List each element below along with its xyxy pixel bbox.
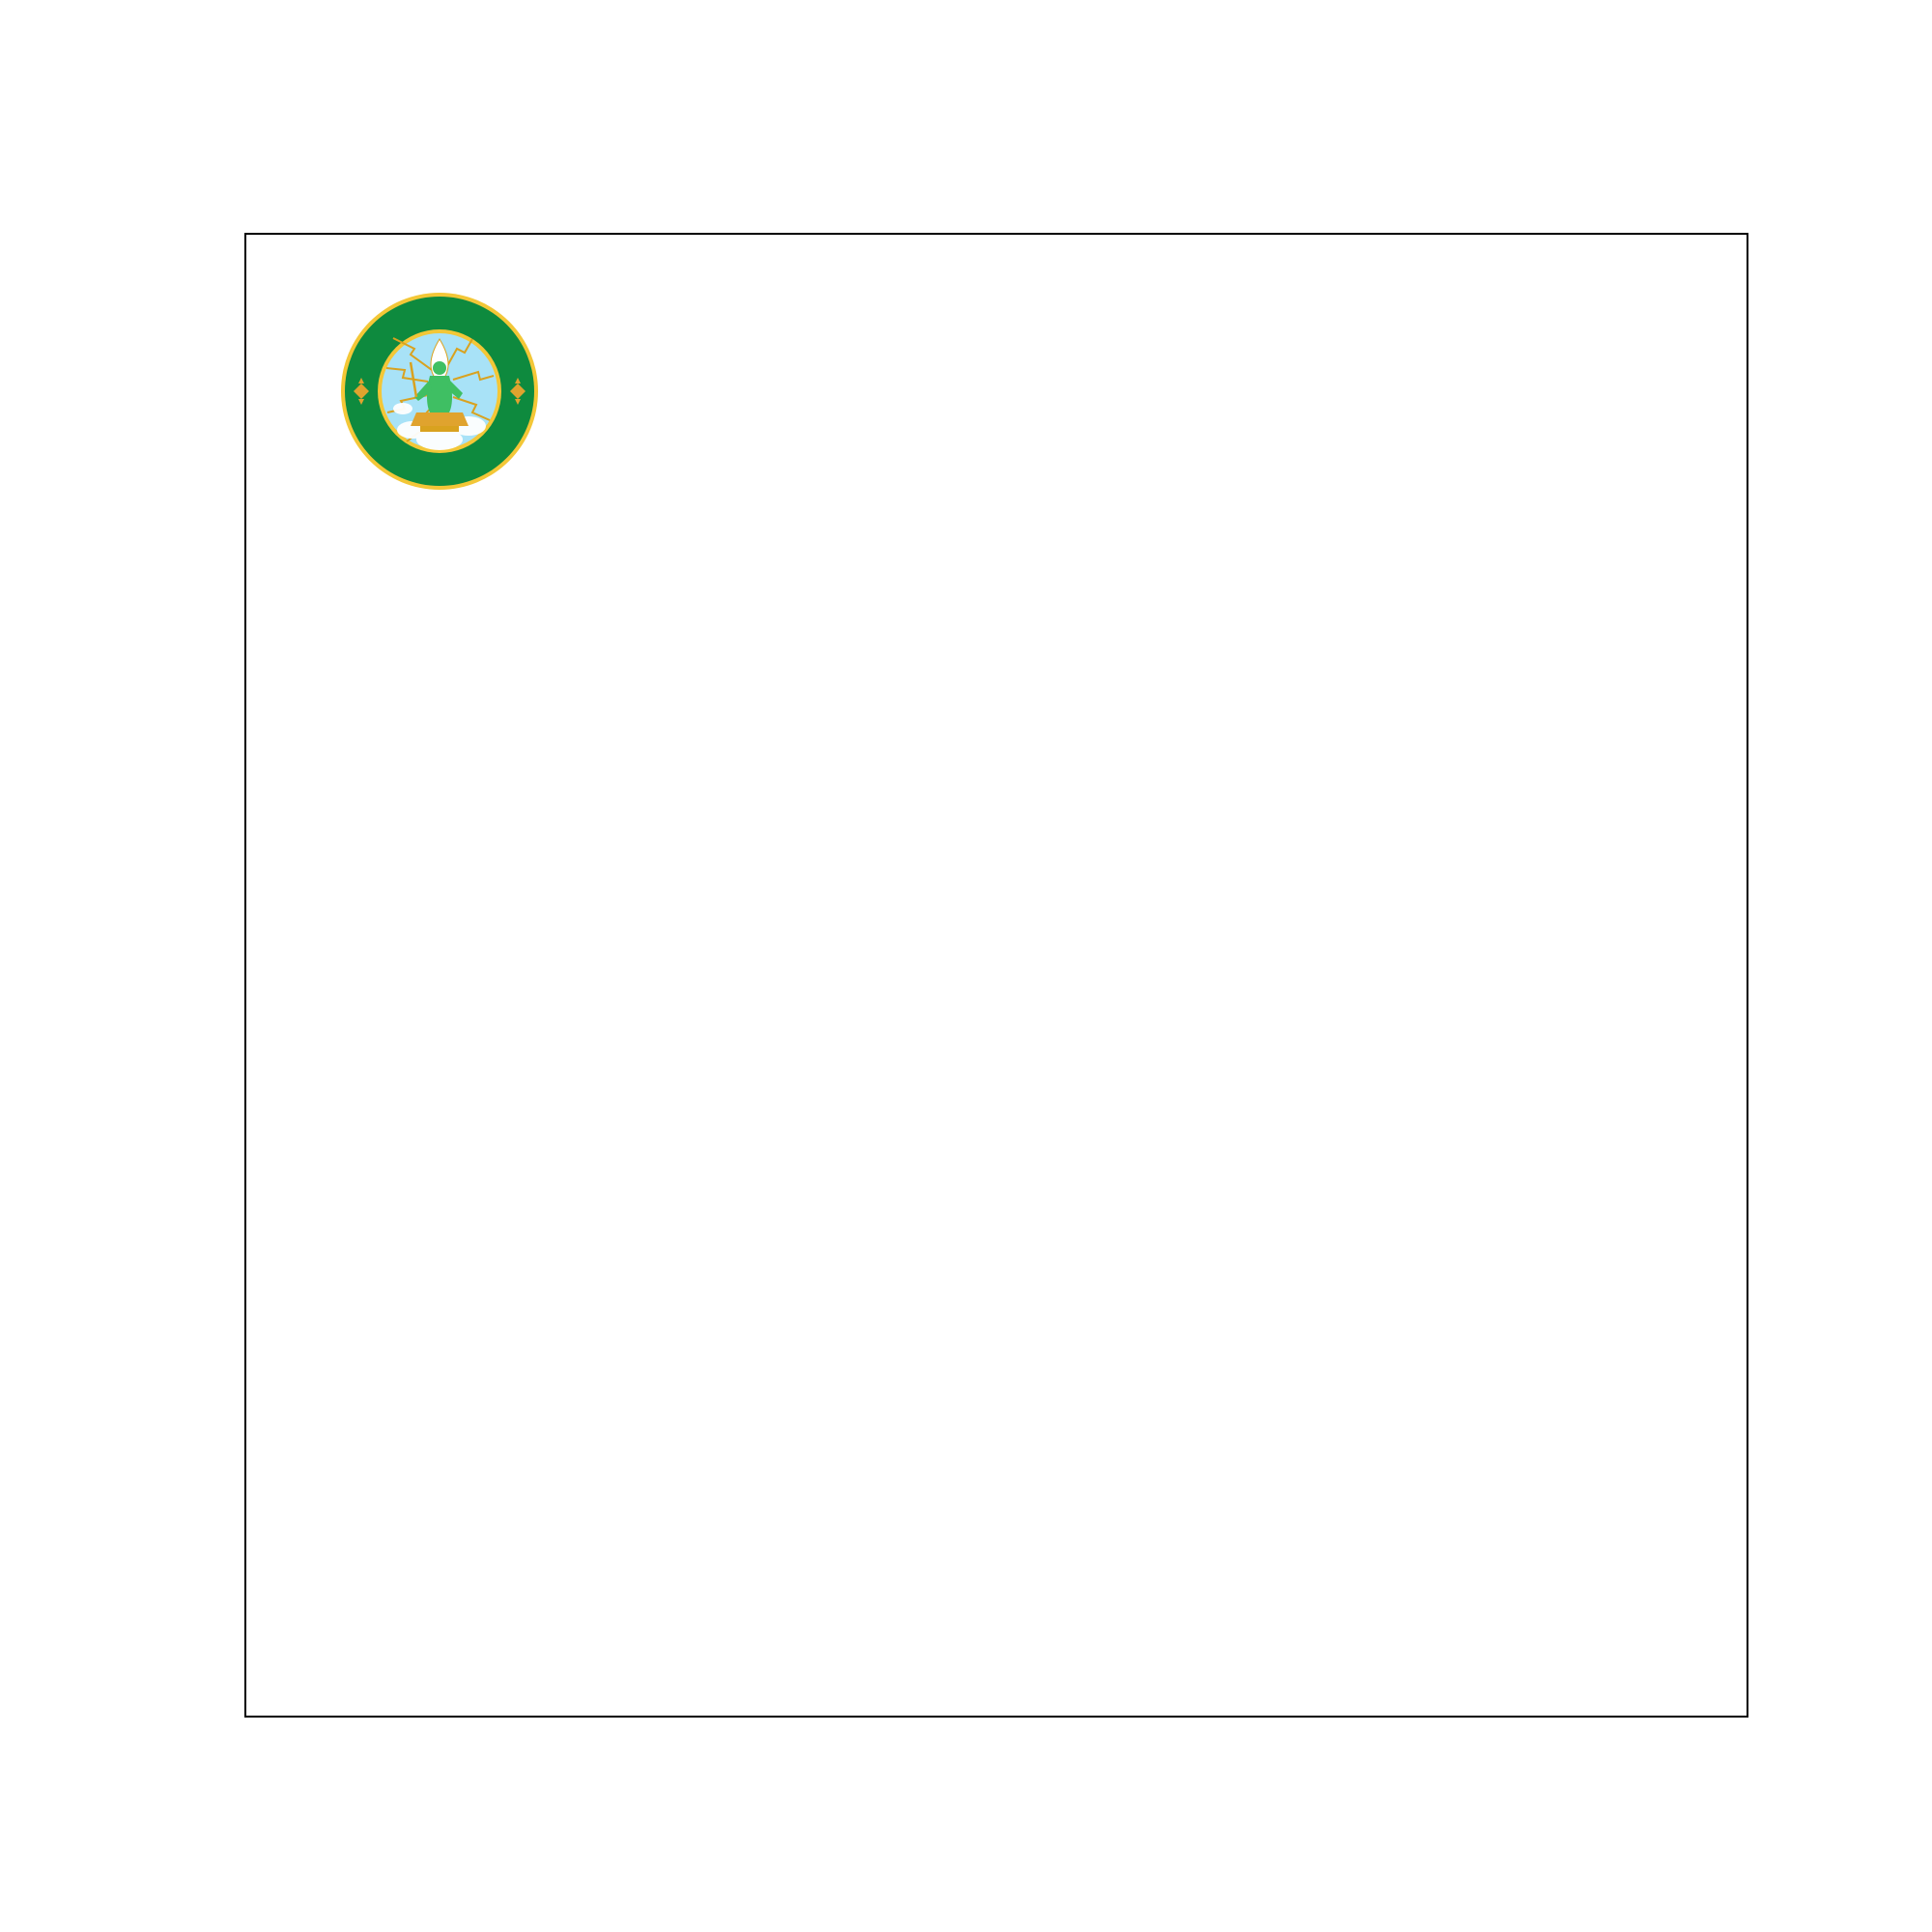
precipitation-contour-canvas bbox=[244, 233, 1748, 1718]
rainfall-colorbar bbox=[1758, 213, 1932, 1739]
map-border bbox=[244, 233, 1748, 1718]
logo-deity-figure bbox=[409, 361, 469, 432]
precipitation-map bbox=[244, 233, 1748, 1718]
tmd-logo bbox=[341, 293, 538, 490]
logo-side-ornaments bbox=[354, 378, 526, 405]
